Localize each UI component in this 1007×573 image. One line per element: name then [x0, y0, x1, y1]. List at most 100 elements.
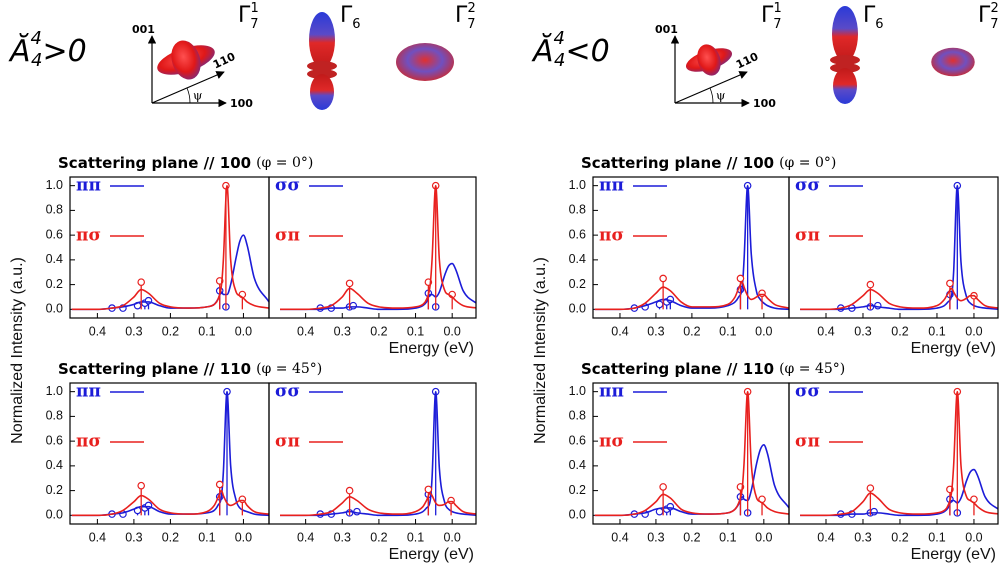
y-tick-label: 0.4 — [46, 458, 63, 472]
x-tick-label: 0.3 — [125, 324, 142, 338]
stem-marker — [222, 181, 230, 190]
stem-marker — [870, 507, 878, 516]
x-tick-label: 0.3 — [334, 324, 351, 338]
panel-frame — [788, 176, 999, 319]
y-tick-label: 0.6 — [569, 433, 586, 447]
y-tick-label: 0.8 — [46, 409, 63, 423]
x-tick-label: 0.4 — [817, 530, 834, 544]
state-symbol: Γ — [238, 3, 251, 28]
x-tick-label: 0.0 — [755, 530, 772, 544]
curve — [594, 281, 789, 311]
sign-symbol: Ă — [8, 33, 31, 69]
x-tick-label: 0.0 — [443, 530, 460, 544]
legend-label: σσ — [795, 382, 820, 402]
x-tick-label: 0.2 — [162, 324, 179, 338]
y-tick-label: 0.2 — [569, 277, 586, 291]
legend-label: σσ — [275, 176, 300, 196]
axis-tag: 110 — [734, 50, 761, 72]
y-tick-label: 0.4 — [46, 252, 63, 266]
state-label: Γ72 — [978, 1, 999, 32]
state-superscript: 2 — [468, 1, 476, 16]
sign-label: Ă4 4<0 — [531, 28, 610, 71]
legend-label: σπ — [275, 226, 300, 246]
x-tick-label: 0.2 — [370, 530, 387, 544]
axis-tag: 001 — [132, 23, 155, 36]
x-tick-label: 0.1 — [928, 530, 945, 544]
stem-marker — [946, 279, 954, 288]
title-note: (φ = 45°) — [256, 361, 322, 377]
curve — [800, 390, 998, 517]
x-tick-label: 0.2 — [683, 530, 700, 544]
state-subscript: 7 — [773, 17, 781, 32]
legend-label: σπ — [795, 226, 820, 246]
axis-tag: 110 — [211, 50, 238, 72]
y-tick-label: 1.0 — [46, 178, 63, 192]
state-label: Γ6 — [863, 3, 884, 32]
y-tick-label: 0.0 — [569, 302, 586, 316]
curve — [800, 287, 998, 311]
curve — [279, 262, 476, 311]
x-tick-label: 0.1 — [198, 530, 215, 544]
legend-label: πσ — [76, 432, 101, 452]
angle-tag: ψ — [193, 89, 202, 103]
legend-label: πσ — [599, 432, 624, 452]
x-tick-label: 0.0 — [443, 324, 460, 338]
state-symbol: Γ — [761, 3, 774, 28]
orbital — [830, 55, 860, 65]
y-axis-label: Normalized Intensity (a.u.) — [9, 257, 26, 444]
curve — [279, 492, 476, 517]
axis-tag: 001 — [655, 23, 678, 36]
orbital — [832, 6, 858, 62]
x-tick-label: 0.0 — [755, 324, 772, 338]
title-main: Scattering plane // 110 — [581, 360, 774, 378]
x-tick-label: 0.1 — [198, 324, 215, 338]
y-tick-label: 1.0 — [46, 384, 63, 398]
curve — [279, 390, 476, 517]
angle-tag: ψ — [716, 89, 725, 103]
stem-marker — [345, 486, 354, 495]
x-tick-label: 0.1 — [719, 324, 736, 338]
y-tick-label: 0.4 — [569, 252, 586, 266]
legend-label: σπ — [795, 432, 820, 452]
state-label: Γ72 — [455, 1, 476, 32]
legend-label: σσ — [275, 382, 300, 402]
y-tick-label: 1.0 — [569, 384, 586, 398]
legend-label: πσ — [599, 226, 624, 246]
stem-marker — [345, 279, 354, 288]
x-axis-label: Energy (eV) — [389, 546, 474, 563]
x-tick-label: 0.4 — [611, 530, 628, 544]
x-tick-label: 0.1 — [719, 530, 736, 544]
y-tick-label: 0.2 — [46, 277, 63, 291]
x-tick-label: 0.0 — [235, 324, 252, 338]
y-tick-label: 0.8 — [569, 203, 586, 217]
state-subscript: 6 — [352, 17, 360, 32]
orbital — [309, 12, 335, 68]
stem-marker — [137, 481, 146, 490]
panel-frame — [788, 382, 999, 525]
x-tick-label: 0.4 — [297, 530, 314, 544]
x-tick-label: 0.2 — [891, 324, 908, 338]
sign-superscript: 4 — [554, 28, 565, 49]
x-tick-label: 0.4 — [89, 324, 106, 338]
axis-arrow — [674, 71, 748, 104]
title-main: Scattering plane // 100 — [58, 154, 251, 172]
y-tick-label: 0.8 — [569, 409, 586, 423]
x-tick-label: 0.3 — [125, 530, 142, 544]
x-tick-label: 0.0 — [965, 530, 982, 544]
x-tick-label: 0.4 — [611, 324, 628, 338]
y-tick-label: 1.0 — [569, 178, 586, 192]
stem-marker — [659, 483, 667, 491]
x-tick-label: 0.2 — [162, 530, 179, 544]
state-superscript: 1 — [251, 1, 259, 16]
orbital — [171, 40, 201, 80]
panel-title: Scattering plane // 110 (φ = 45°) — [58, 360, 322, 378]
state-subscript: 7 — [467, 17, 475, 32]
panel-title: Scattering plane // 110 (φ = 45°) — [581, 360, 845, 378]
y-tick-label: 0.4 — [569, 458, 586, 472]
title-note: (φ = 0°) — [779, 155, 836, 171]
curve — [594, 184, 789, 311]
panel-frame — [268, 382, 477, 525]
stem-marker — [866, 280, 875, 289]
orbital — [307, 61, 337, 71]
